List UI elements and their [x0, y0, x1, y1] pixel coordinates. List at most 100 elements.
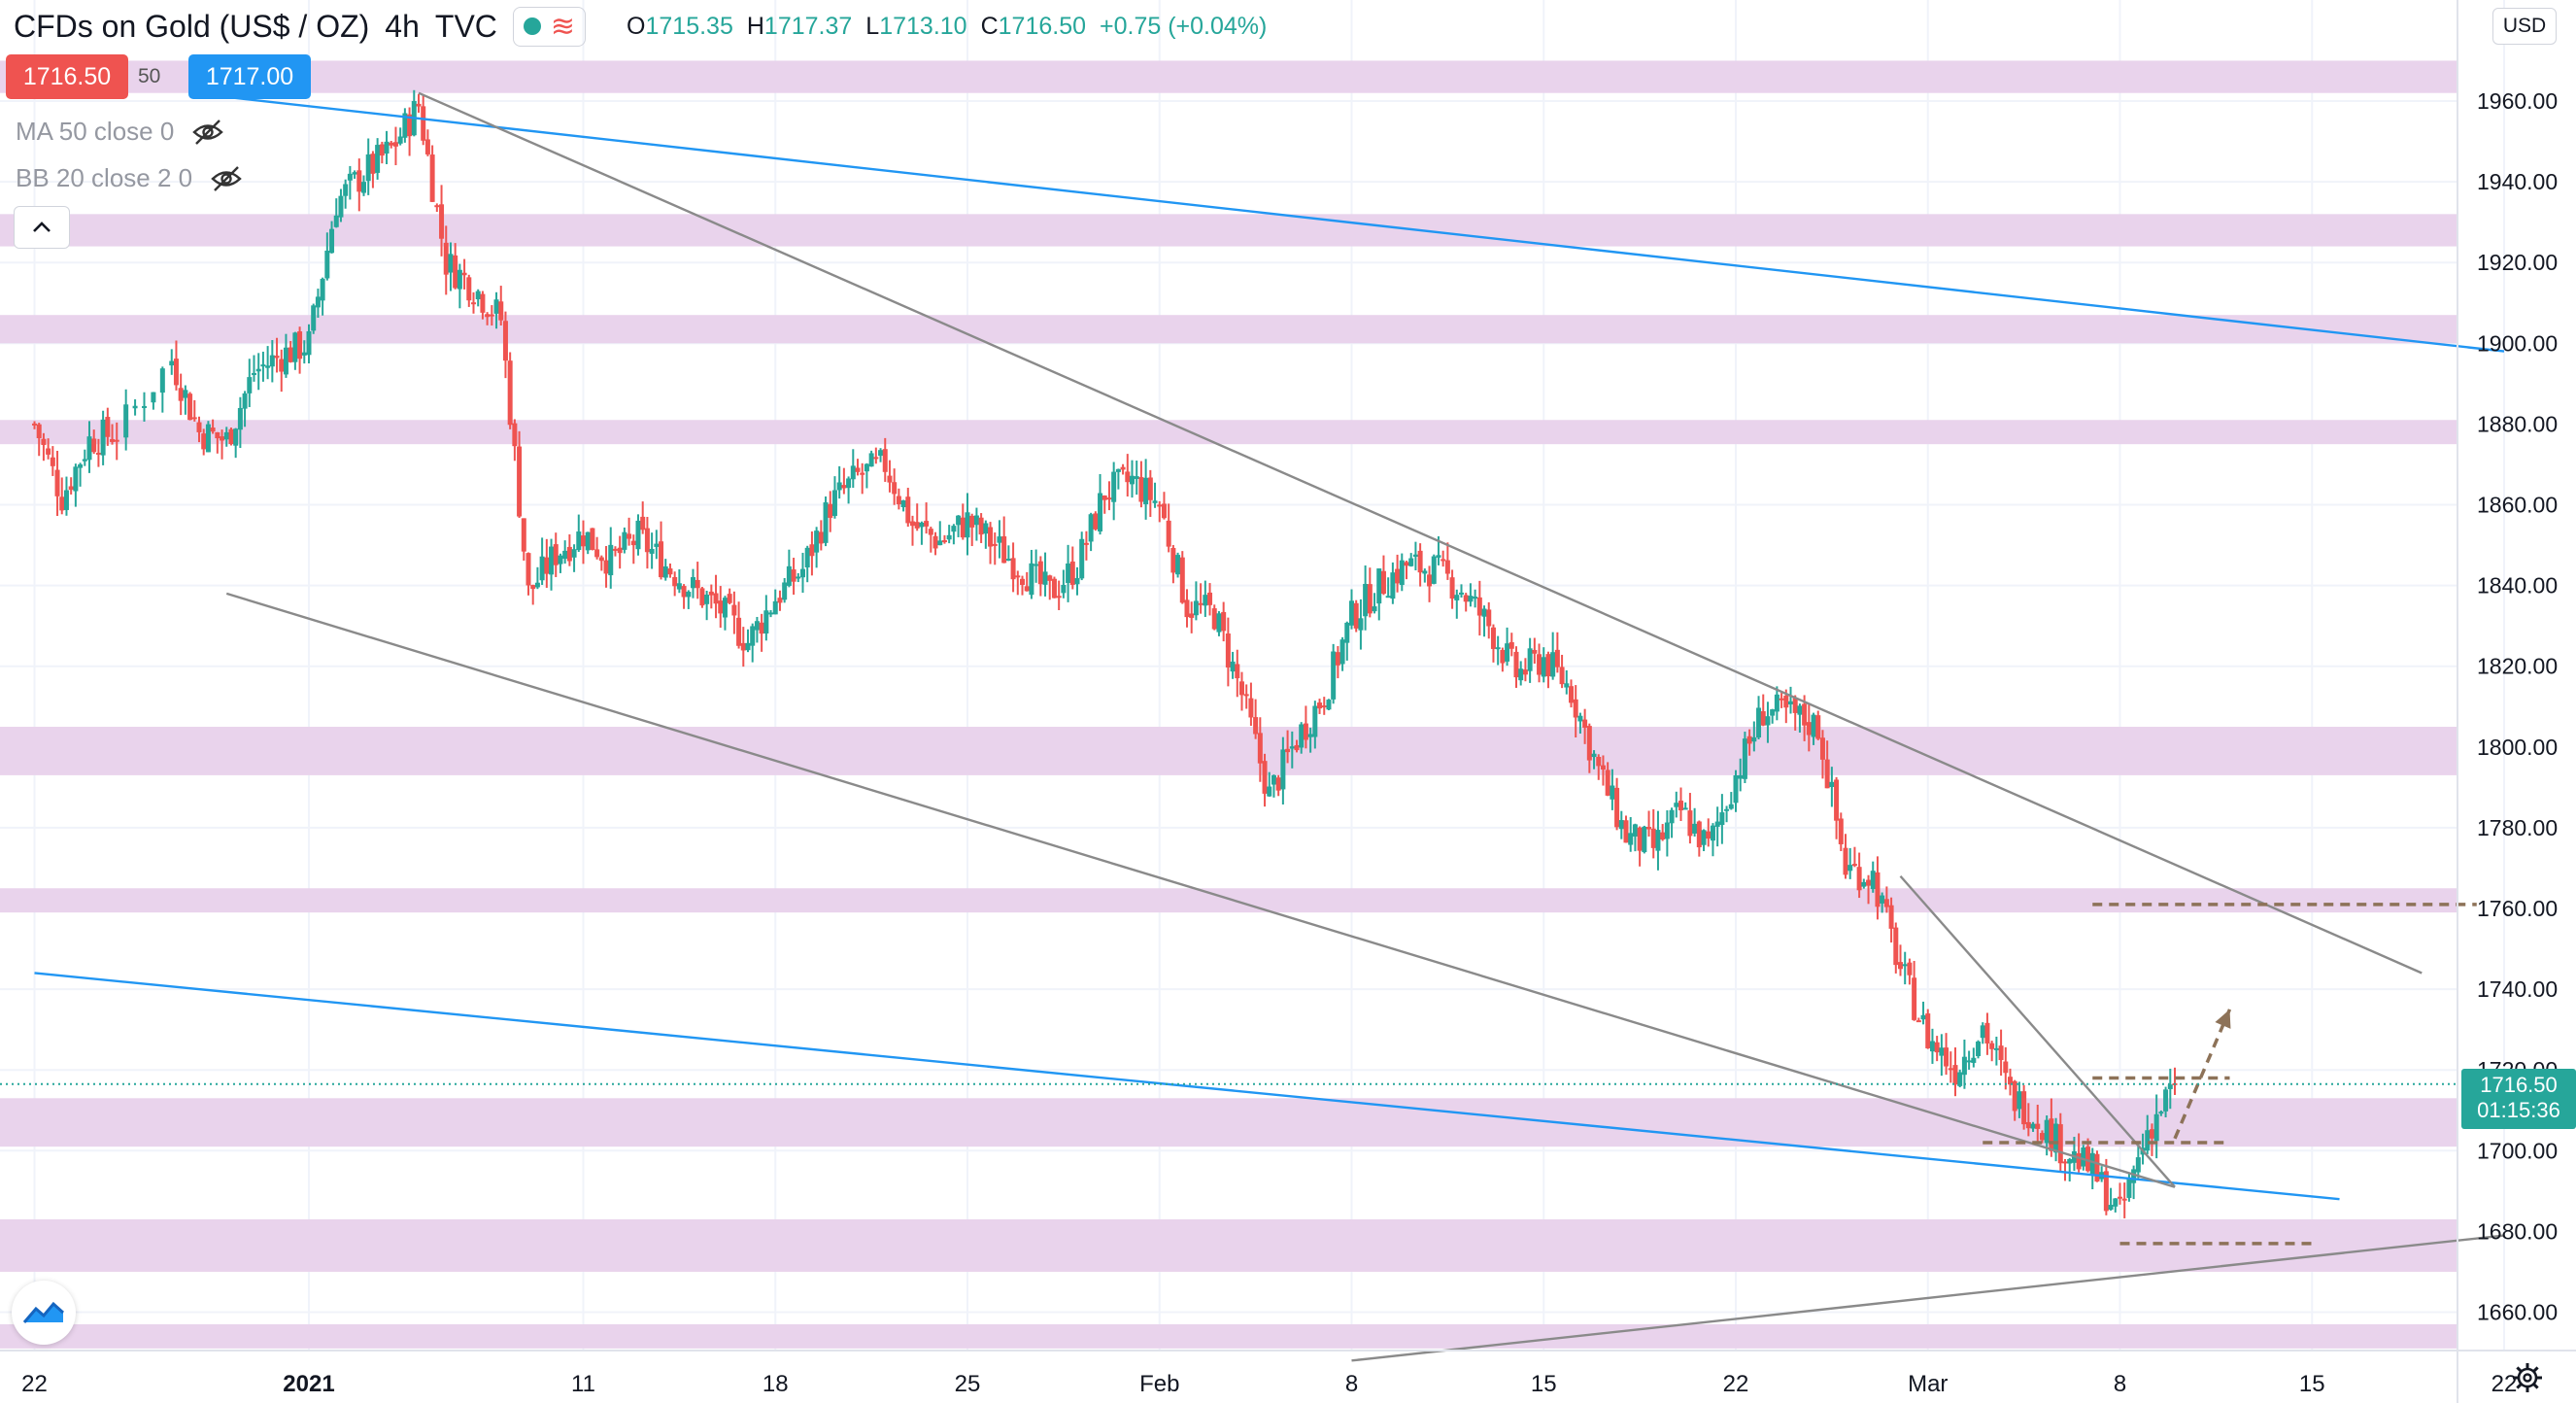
candle-body: [2163, 1089, 2169, 1112]
symbol-title[interactable]: CFDs on Gold (US$ / OZ): [14, 8, 370, 44]
candle-body: [1262, 761, 1268, 794]
x-tick-label: Feb: [1139, 1371, 1179, 1397]
candle-body: [352, 172, 357, 175]
candle-body: [1513, 651, 1519, 678]
candle-body: [448, 254, 454, 273]
eye-off-icon[interactable]: [191, 118, 224, 147]
settings-button[interactable]: [2508, 1358, 2547, 1397]
candle-body: [603, 560, 609, 574]
candle-body: [1047, 575, 1053, 581]
candle-body: [1125, 471, 1131, 483]
trendline: [34, 972, 2340, 1201]
candle-body: [1792, 698, 1798, 713]
candle-body: [2167, 1084, 2173, 1089]
candle-body: [1893, 927, 1899, 966]
sell-button[interactable]: 1716.50: [6, 54, 128, 99]
candle-body: [1056, 596, 1062, 599]
candle-body: [424, 139, 430, 154]
candle-body: [786, 565, 792, 586]
candle-body: [2126, 1179, 2132, 1198]
y-tick-label: 1760.00: [2477, 896, 2558, 921]
candle-body: [1623, 820, 1629, 843]
candle-body: [1829, 781, 1835, 788]
candle-body: [1175, 555, 1181, 575]
candle-body: [1074, 578, 1080, 585]
candle-body: [1838, 818, 1844, 844]
candle-body: [562, 550, 568, 560]
candle-body: [2081, 1146, 2086, 1167]
eye-off-icon[interactable]: [210, 164, 243, 193]
candle-body: [1929, 1041, 1935, 1052]
candle-body: [1875, 872, 1881, 907]
candle-body: [68, 486, 74, 491]
candle-body: [1614, 787, 1620, 828]
candle-body: [169, 360, 175, 366]
currency-button[interactable]: USD: [2492, 8, 2557, 45]
logo-mark: [22, 1301, 65, 1323]
candle-body: [759, 622, 764, 634]
candle-body: [1066, 563, 1071, 583]
candle-body: [210, 428, 216, 432]
candle-body: [1505, 643, 1510, 662]
candle-body: [900, 500, 906, 508]
interval-label[interactable]: 4h: [385, 8, 420, 44]
candle-body: [2062, 1161, 2068, 1164]
candle-body: [969, 515, 975, 528]
candle-body: [151, 392, 156, 403]
candle-body: [1193, 600, 1199, 616]
y-tick-label: 1860.00: [2477, 493, 2558, 518]
x-tick-label: 2021: [283, 1371, 334, 1397]
status-pill[interactable]: ≋: [512, 6, 587, 47]
x-tick-label: 15: [1531, 1371, 1557, 1397]
candle-body: [928, 529, 933, 535]
y-tick-label: 1960.00: [2477, 88, 2558, 114]
candle-body: [850, 465, 856, 480]
x-tick-label: 15: [2299, 1371, 2325, 1397]
candle-body: [201, 433, 207, 450]
candle-body: [1079, 538, 1085, 579]
candle-body: [1669, 809, 1675, 824]
collapse-button[interactable]: [14, 206, 70, 249]
candle-body: [1303, 723, 1308, 740]
x-tick-label: 22: [21, 1371, 48, 1397]
candle-body: [1646, 827, 1652, 830]
candle-body: [1449, 577, 1455, 599]
y-tick-label: 1880.00: [2477, 411, 2558, 436]
indicator-ma[interactable]: MA 50 close 0: [16, 117, 224, 147]
candle-body: [123, 404, 129, 438]
candle-body: [662, 565, 668, 578]
buy-button[interactable]: 1717.00: [188, 54, 311, 99]
candle-body: [525, 553, 531, 586]
candle-body: [1819, 737, 1825, 760]
candle-body: [2149, 1129, 2154, 1139]
indicator-bb[interactable]: BB 20 close 2 0: [16, 163, 243, 193]
candle-body: [1349, 600, 1354, 626]
candle-body: [612, 548, 618, 551]
candle-body: [1719, 812, 1725, 826]
candle-body: [1312, 705, 1318, 737]
candle-body: [1655, 830, 1661, 851]
candle-body: [937, 540, 943, 546]
candle-body: [818, 531, 824, 544]
candle-body: [1395, 568, 1401, 584]
candle-body: [1385, 596, 1391, 599]
candle-body: [1422, 570, 1428, 574]
candle-body: [1275, 777, 1281, 791]
candle-body: [708, 591, 714, 596]
candle-body: [466, 277, 472, 301]
candle-body: [804, 547, 810, 568]
candle-body: [1518, 668, 1524, 681]
candle-body: [644, 528, 650, 553]
candle-body: [1372, 606, 1377, 612]
candle-body: [566, 546, 572, 562]
candle-body: [782, 582, 788, 600]
candle-body: [1984, 1022, 1990, 1044]
candle-body: [1166, 520, 1171, 547]
candle-body: [1353, 602, 1359, 629]
candle-body: [1806, 722, 1812, 736]
candle-body: [2153, 1113, 2159, 1142]
candle-body: [1779, 698, 1784, 701]
candle-body: [384, 141, 390, 154]
tradingview-logo-icon[interactable]: [12, 1281, 76, 1345]
